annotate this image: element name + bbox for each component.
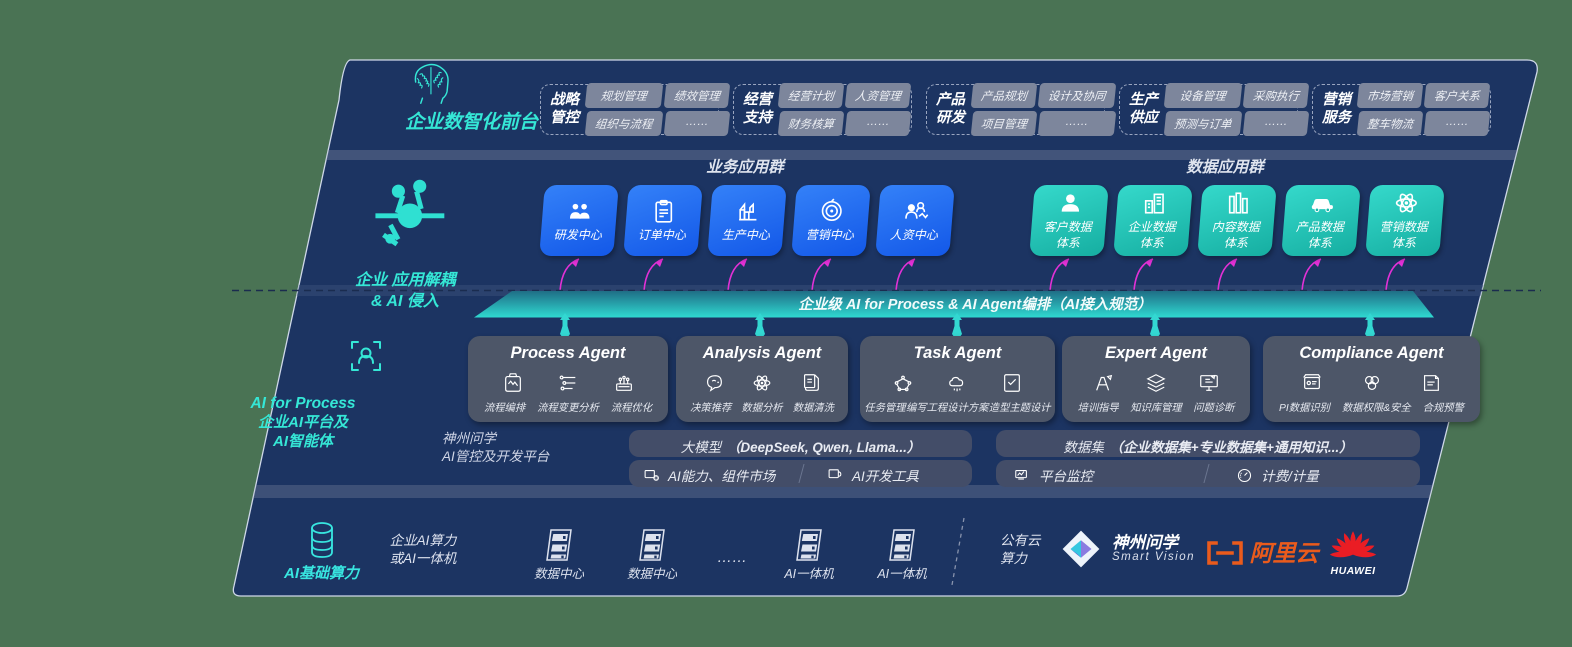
svg-text:企业级 AI for Process & AI Agent编: 企业级 AI for Process & AI Agent编排（AI接入规范）: [798, 296, 1151, 313]
svg-text:算力: 算力: [1000, 551, 1029, 566]
svg-text:企业数智化前台: 企业数智化前台: [405, 111, 540, 133]
svg-text:公有云: 公有云: [1000, 533, 1042, 548]
svg-text:AI for Process: AI for Process: [249, 395, 355, 412]
svg-text:企业 应用解耦: 企业 应用解耦: [355, 271, 458, 289]
svg-text:AI基础算力: AI基础算力: [283, 564, 361, 582]
svg-text:AI一体机: AI一体机: [876, 567, 927, 581]
svg-text:& AI 侵入: & AI 侵入: [371, 292, 439, 310]
svg-text:企业AI算力: 企业AI算力: [390, 533, 458, 548]
svg-text:……: ……: [717, 549, 747, 566]
svg-text:或AI一体机: 或AI一体机: [390, 551, 457, 566]
svg-text:企业AI平台及: 企业AI平台及: [258, 413, 350, 431]
svg-text:数据中心: 数据中心: [534, 567, 585, 581]
svg-text:AI智能体: AI智能体: [272, 433, 336, 450]
svg-text:数据中心: 数据中心: [627, 567, 678, 581]
svg-text:业务应用群: 业务应用群: [706, 158, 786, 176]
svg-text:AI一体机: AI一体机: [783, 567, 834, 581]
svg-text:数据应用群: 数据应用群: [1186, 158, 1266, 176]
